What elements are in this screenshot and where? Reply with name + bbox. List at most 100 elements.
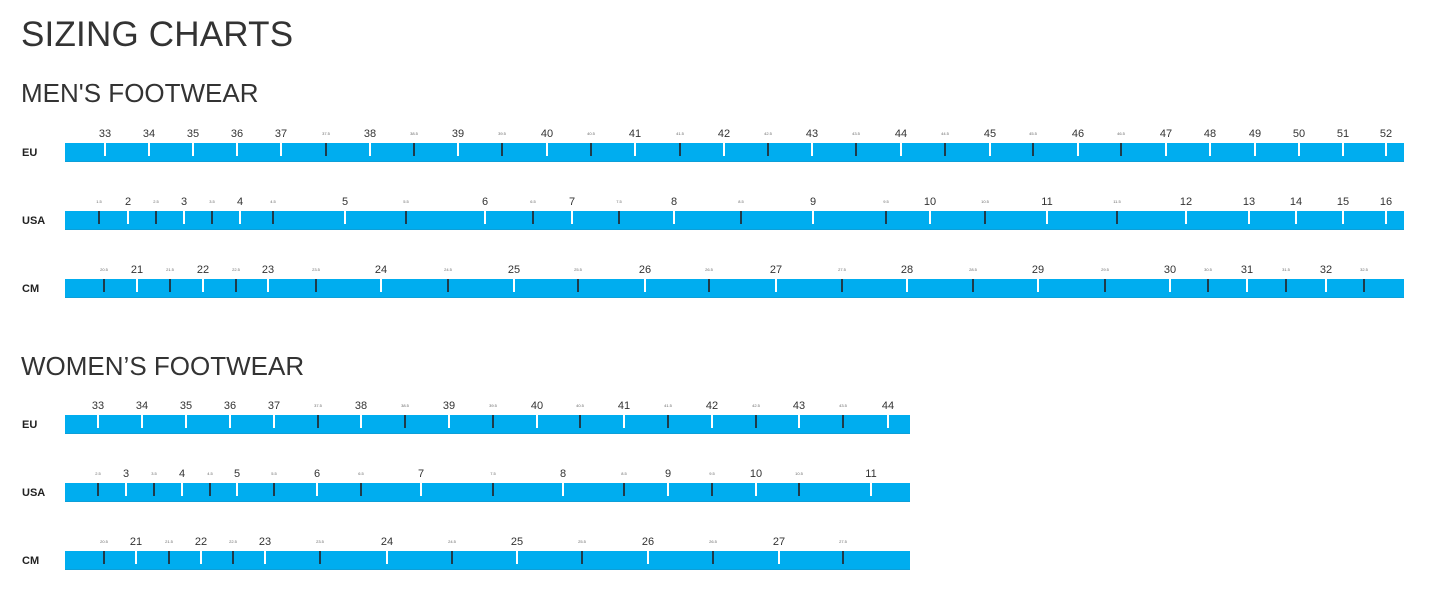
size-tick (97, 415, 99, 428)
size-tick (1295, 211, 1297, 224)
size-tick-label: 6 (481, 196, 489, 208)
size-tick-label: 26 (641, 536, 655, 548)
size-tick (1209, 143, 1211, 156)
size-tick-label: 40 (530, 400, 544, 412)
size-tick (448, 415, 450, 428)
size-tick-label: 32 (1319, 264, 1333, 276)
size-scale-bar (65, 415, 910, 434)
size-tick (273, 483, 275, 496)
size-tick (562, 483, 564, 496)
size-tick (842, 415, 844, 428)
size-tick-label: 24.5 (444, 267, 452, 272)
size-tick-label: 2.5 (95, 471, 101, 476)
size-tick (183, 211, 185, 224)
size-tick (842, 551, 844, 564)
size-tick (1077, 143, 1079, 156)
size-tick-label: 24.5 (448, 539, 456, 544)
size-tick (972, 279, 974, 292)
size-tick-label: 6.5 (358, 471, 364, 476)
size-tick-label: 5.5 (403, 199, 409, 204)
size-tick-label: 3 (180, 196, 188, 208)
size-tick-label: 23 (258, 536, 272, 548)
size-tick-label: 9 (664, 468, 672, 480)
size-tick (1032, 143, 1034, 156)
size-tick-label: 7.5 (616, 199, 622, 204)
size-tick-label: 38.5 (401, 403, 409, 408)
size-tick-label: 24 (374, 264, 388, 276)
size-tick (1298, 143, 1300, 156)
size-tick (1342, 211, 1344, 224)
size-tick-label: 41 (617, 400, 631, 412)
size-tick (984, 211, 986, 224)
size-tick-label: 2.5 (153, 199, 159, 204)
size-tick-label: 43.5 (839, 403, 847, 408)
size-tick (755, 415, 757, 428)
size-tick-label: 39 (442, 400, 456, 412)
size-tick-label: 26.5 (705, 267, 713, 272)
size-tick-label: 9.5 (709, 471, 715, 476)
size-tick (229, 415, 231, 428)
size-tick-label: 4.5 (270, 199, 276, 204)
size-system-label: CM (22, 555, 40, 567)
size-tick (264, 551, 266, 564)
size-tick-label: 1.5 (96, 199, 102, 204)
size-tick (906, 279, 908, 292)
size-tick (501, 143, 503, 156)
size-tick-label: 22 (194, 536, 208, 548)
size-tick (181, 483, 183, 496)
size-tick-label: 23.5 (316, 539, 324, 544)
size-tick (136, 279, 138, 292)
size-tick (798, 483, 800, 496)
size-tick (590, 143, 592, 156)
size-tick (900, 143, 902, 156)
size-tick (885, 211, 887, 224)
size-tick-label: 42 (717, 128, 731, 140)
size-tick-label: 39.5 (498, 131, 506, 136)
size-tick (492, 415, 494, 428)
size-tick-label: 43 (792, 400, 806, 412)
size-tick (405, 211, 407, 224)
size-tick-label: 8 (670, 196, 678, 208)
size-tick-label: 37.5 (314, 403, 322, 408)
size-tick-label: 42.5 (764, 131, 772, 136)
size-tick (532, 211, 534, 224)
size-tick (812, 211, 814, 224)
size-tick (98, 211, 100, 224)
size-scale-bar (65, 279, 1404, 298)
size-tick (380, 279, 382, 292)
size-tick-label: 3.5 (151, 471, 157, 476)
size-tick (236, 483, 238, 496)
size-tick (369, 143, 371, 156)
size-tick-label: 37.5 (322, 131, 330, 136)
size-tick (236, 143, 238, 156)
size-tick-label: 45.5 (1029, 131, 1037, 136)
size-tick (711, 483, 713, 496)
size-tick-label: 27.5 (838, 267, 846, 272)
size-tick-label: 25 (510, 536, 524, 548)
size-tick (667, 483, 669, 496)
size-tick (623, 415, 625, 428)
size-tick-label: 23.5 (312, 267, 320, 272)
size-tick (319, 551, 321, 564)
size-tick (1207, 279, 1209, 292)
size-tick-label: 26 (638, 264, 652, 276)
size-tick-label: 5 (233, 468, 241, 480)
size-tick-label: 8.5 (738, 199, 744, 204)
size-tick-label: 7 (417, 468, 425, 480)
size-tick (1385, 211, 1387, 224)
size-tick (97, 483, 99, 496)
size-tick-label: 41 (628, 128, 642, 140)
size-tick (267, 279, 269, 292)
size-tick-label: 8.5 (621, 471, 627, 476)
size-tick (200, 551, 202, 564)
size-tick-label: 31 (1240, 264, 1254, 276)
section-title: MEN'S FOOTWEAR (21, 78, 259, 108)
size-tick-label: 34 (142, 128, 156, 140)
size-tick-label: 40 (540, 128, 554, 140)
size-tick-label: 38 (363, 128, 377, 140)
size-tick (104, 143, 106, 156)
size-tick-label: 11 (865, 468, 877, 480)
size-tick (1363, 279, 1365, 292)
size-tick (581, 551, 583, 564)
size-system-label: EU (22, 419, 38, 431)
